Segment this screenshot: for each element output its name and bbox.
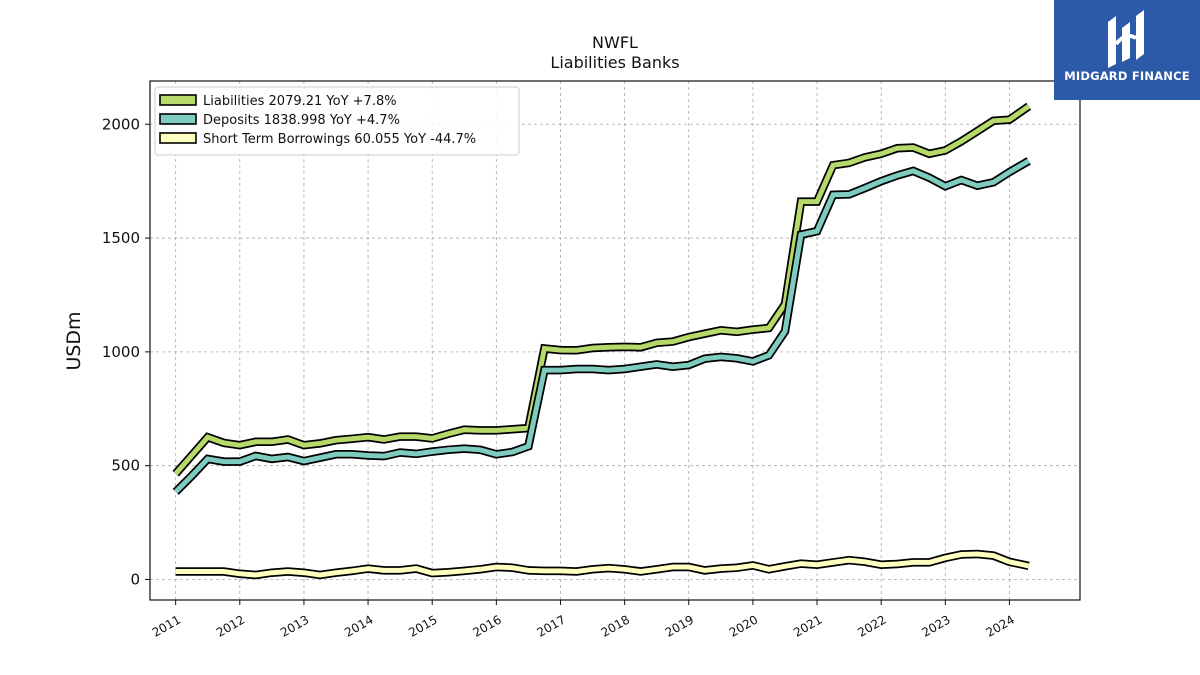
x-tick-label: 2014 <box>342 612 375 639</box>
series-line <box>173 158 1030 494</box>
x-tick-label: 2024 <box>983 612 1016 639</box>
logo-mark-icon <box>1108 10 1144 68</box>
series-short-term-borrowings <box>175 549 1030 580</box>
y-tick-label: 1000 <box>102 343 140 361</box>
x-tick-label: 2015 <box>406 612 439 639</box>
y-tick-label: 0 <box>130 571 140 589</box>
x-tick-label: 2022 <box>855 612 888 639</box>
x-tick-label: 2013 <box>278 612 311 639</box>
y-axis-ticks: 0 500 1000 1500 2000 <box>102 115 150 589</box>
x-tick-label: 2018 <box>599 612 632 639</box>
series-line <box>175 551 1030 578</box>
midgard-finance-logo: MIDGARD FINANCE <box>1054 0 1200 100</box>
x-tick-label: 2021 <box>791 612 824 639</box>
legend-box <box>154 86 520 156</box>
x-tick-label: 2020 <box>727 612 760 639</box>
legend-swatch <box>159 132 197 144</box>
plot-frame <box>149 80 1081 601</box>
x-tick-label: 2011 <box>150 612 183 639</box>
logo-text: MIDGARD FINANCE <box>1064 69 1190 83</box>
x-axis-ticks: 2011 2012 2013 2014 2015 2016 2017 2018 2019 2020… <box>150 600 1017 640</box>
chart-subtitle: Liabilities Banks <box>550 53 679 72</box>
x-tick-label: 2019 <box>663 612 696 639</box>
x-tick-label: 2017 <box>535 612 568 639</box>
x-tick-label: 2016 <box>470 612 503 639</box>
series-liabilities <box>172 102 1032 477</box>
legend-label: Liabilities 2079.21 YoY +7.8% <box>203 94 397 109</box>
x-tick-label: 2023 <box>919 612 952 639</box>
y-tick-label: 500 <box>111 457 140 475</box>
chart-title: NWFL <box>592 33 638 52</box>
x-tick-label: 2012 <box>214 612 247 639</box>
legend-label: Short Term Borrowings 60.055 YoY -44.7% <box>203 132 476 147</box>
legend: Liabilities 2079.21 YoY +7.8% Deposits 18… <box>154 86 520 156</box>
grid-lines <box>150 81 1080 600</box>
series-deposits <box>172 157 1031 495</box>
legend-swatch <box>159 113 197 125</box>
legend-swatch <box>159 94 197 106</box>
chart-titles: NWFL Liabilities Banks <box>550 33 679 72</box>
legend-label: Deposits 1838.998 YoY +4.7% <box>203 113 400 128</box>
y-tick-label: 2000 <box>102 115 140 133</box>
y-tick-label: 1500 <box>102 229 140 247</box>
series-line <box>173 104 1031 476</box>
y-axis-label: USDm <box>63 311 85 370</box>
series-layer <box>172 102 1032 580</box>
